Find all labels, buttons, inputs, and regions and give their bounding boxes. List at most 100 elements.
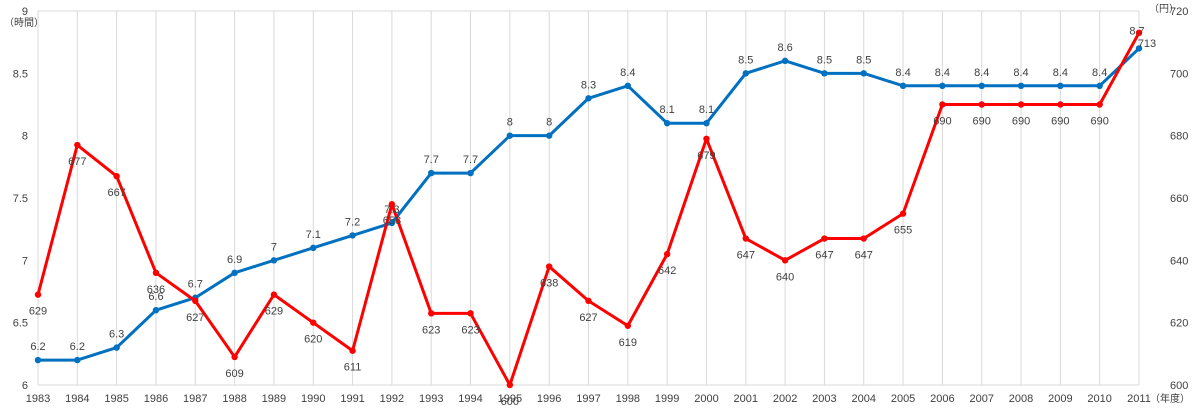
right-axis-unit-label: （円） — [1149, 3, 1179, 15]
right-series-label-1991: 611 — [344, 362, 362, 374]
right-series-label-2001: 647 — [737, 250, 755, 262]
right-series-label-2009: 690 — [1051, 116, 1069, 128]
y-left-tick-6: 6 — [22, 380, 28, 392]
y-left-tick-6.5: 6.5 — [13, 318, 28, 330]
series-right-point-2007 — [978, 101, 985, 108]
x-tick-2010: 2010 — [1087, 393, 1111, 405]
left-series-label-1989: 7 — [271, 241, 277, 253]
x-tick-1987: 1987 — [183, 393, 207, 405]
series-left-point-1989 — [270, 257, 278, 264]
series-right-point-2000 — [703, 135, 710, 142]
series-right-point-1998 — [624, 322, 632, 329]
series-right-point-1990 — [310, 319, 317, 326]
x-tick-2004: 2004 — [852, 393, 876, 405]
series-left-point-2005 — [899, 82, 907, 90]
left-series-label-1994: 7.7 — [463, 154, 478, 166]
y-left-tick-9: 9 — [22, 6, 28, 18]
y-right-tick-700: 700 — [1170, 68, 1188, 80]
left-axis-unit-label: （時間） — [4, 17, 44, 29]
right-series-label-2003: 647 — [815, 250, 833, 262]
series-right-point-1996 — [545, 263, 553, 270]
left-series-label-2003: 8.5 — [817, 54, 832, 66]
left-series-label-1990: 7.1 — [306, 229, 321, 241]
left-series-label-2009: 8.4 — [1053, 67, 1068, 79]
series-left-point-1984 — [74, 356, 81, 364]
x-tick-1998: 1998 — [616, 393, 640, 405]
right-series-label-1984: 677 — [68, 156, 86, 168]
y-right-tick-720: 720 — [1170, 6, 1188, 18]
series-right-point-2005 — [899, 210, 907, 217]
x-tick-1991: 1991 — [340, 393, 364, 405]
series-left-point-1993 — [428, 169, 435, 177]
series-right-point-1994 — [467, 310, 474, 317]
right-series-label-1988: 609 — [225, 368, 243, 380]
series-left-point-2004 — [860, 70, 867, 77]
right-series-label-2010: 690 — [1090, 116, 1108, 128]
y-left-tick-7.5: 7.5 — [13, 193, 28, 205]
series-left-point-1996 — [545, 132, 553, 139]
right-series-label-2000: 679 — [697, 150, 715, 162]
x-tick-2008: 2008 — [1009, 393, 1033, 405]
right-series-label-2007: 690 — [973, 116, 991, 128]
x-tick-1993: 1993 — [419, 393, 443, 405]
series-right-point-2002 — [781, 257, 789, 264]
y-right-tick-660: 660 — [1170, 193, 1188, 205]
right-series-label-1998: 619 — [619, 337, 637, 349]
right-series-label-2002: 640 — [776, 271, 794, 283]
right-series-label-1996: 638 — [540, 278, 558, 290]
y-left-tick-8.5: 8.5 — [13, 68, 28, 80]
left-series-label-2000: 8.1 — [699, 104, 714, 116]
series-left-point-1995 — [506, 132, 514, 139]
left-series-label-2002: 8.6 — [777, 42, 792, 54]
left-series-label-1992: 7.3 — [384, 204, 399, 216]
x-tick-2003: 2003 — [812, 393, 836, 405]
left-series-label-1988: 6.9 — [227, 254, 242, 266]
series-left-point-1991 — [349, 232, 356, 239]
left-series-label-2010: 8.4 — [1092, 67, 1107, 79]
series-right-point-1999 — [663, 250, 671, 258]
x-tick-1986: 1986 — [144, 393, 168, 405]
y-right-tick-620: 620 — [1170, 318, 1188, 330]
x-tick-1990: 1990 — [301, 393, 325, 405]
left-series-label-1995: 8 — [507, 117, 513, 129]
left-series-label-1991: 7.2 — [345, 216, 360, 228]
series-left-point-2003 — [821, 70, 828, 77]
x-tick-2007: 2007 — [969, 393, 993, 405]
y-right-tick-600: 600 — [1170, 380, 1188, 392]
series-right-point-1995 — [506, 381, 514, 389]
y-left-tick-8: 8 — [22, 131, 28, 143]
x-tick-1992: 1992 — [380, 393, 404, 405]
right-series-label-1994: 623 — [461, 324, 479, 336]
right-series-label-1983: 629 — [29, 306, 47, 318]
series-right-point-1997 — [585, 297, 592, 305]
left-series-label-1997: 8.3 — [581, 79, 596, 91]
series-left-point-1990 — [310, 244, 317, 252]
right-series-label-1997: 627 — [579, 312, 597, 324]
right-series-label-1989: 629 — [265, 306, 283, 318]
x-axis-unit-label: （年度） — [1150, 392, 1190, 405]
series-left-point-2000 — [703, 120, 710, 127]
series-right-point-1989 — [270, 291, 278, 298]
series-right-point-2001 — [742, 235, 749, 242]
series-right-point-1983 — [34, 291, 42, 298]
series-left-point-1988 — [231, 269, 238, 276]
right-series-label-1990: 620 — [304, 334, 322, 346]
left-series-label-2008: 8.4 — [1013, 67, 1028, 79]
left-series-label-1986: 6.6 — [148, 291, 163, 303]
x-tick-1995: 1995 — [498, 393, 522, 405]
axes: 1983 1984 1985 1986 1987 1988 1989 1990 1991 1992… — [13, 6, 1189, 405]
right-series-label-1987: 627 — [186, 312, 204, 324]
left-series-label-1984: 6.2 — [70, 341, 85, 353]
left-series-label-1999: 8.1 — [659, 104, 674, 116]
right-series-label-2005: 655 — [894, 225, 912, 237]
grid-lines — [37, 10, 1140, 386]
series-left-point-2006 — [939, 82, 946, 90]
series-right-point-2011 — [1135, 29, 1143, 37]
y-left-tick-7: 7 — [22, 255, 28, 267]
series-right-point-1987 — [192, 297, 199, 305]
series-left-point-1998 — [624, 82, 632, 90]
series-right-point-1986 — [152, 269, 160, 276]
left-series-label-2006: 8.4 — [935, 67, 950, 79]
x-tick-2006: 2006 — [930, 393, 954, 405]
series-right-point-1988 — [231, 353, 238, 361]
